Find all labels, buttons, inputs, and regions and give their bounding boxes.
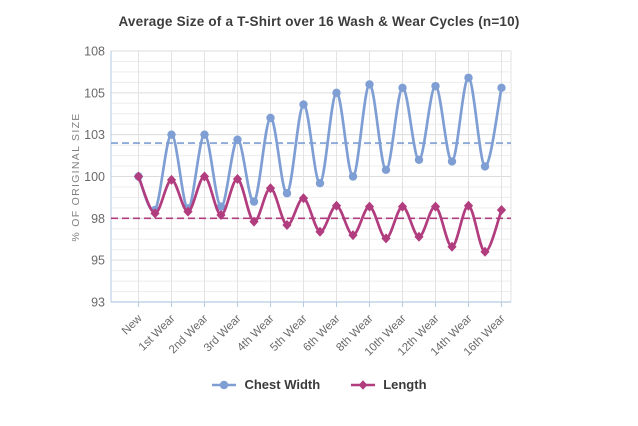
y-tick-label: 108 xyxy=(84,45,105,59)
data-point-length[interactable] xyxy=(298,193,309,204)
data-point-length[interactable] xyxy=(249,216,259,227)
data-point-length[interactable] xyxy=(348,230,358,241)
y-tick-label: 103 xyxy=(84,128,105,142)
data-point-length[interactable] xyxy=(199,171,210,182)
data-point-length[interactable] xyxy=(315,226,325,237)
data-point-chest-width[interactable] xyxy=(398,83,407,93)
chart-title: Average Size of a T-Shirt over 16 Wash &… xyxy=(118,14,520,29)
data-point-length[interactable] xyxy=(480,246,490,257)
y-tick-label: 95 xyxy=(91,254,105,268)
data-point-chest-width[interactable] xyxy=(414,155,424,164)
data-point-chest-width[interactable] xyxy=(266,113,275,123)
data-point-chest-width[interactable] xyxy=(299,100,308,109)
diamond-marker-icon xyxy=(351,379,376,390)
data-point-chest-width[interactable] xyxy=(167,130,176,139)
data-point-chest-width[interactable] xyxy=(365,80,374,89)
legend-item-chest-width[interactable]: Chest Width xyxy=(211,377,320,392)
data-point-chest-width[interactable] xyxy=(216,202,226,211)
data-point-length[interactable] xyxy=(364,201,375,212)
data-point-length[interactable] xyxy=(430,201,441,212)
series-line-chest-width xyxy=(137,76,503,213)
data-point-length[interactable] xyxy=(463,200,474,211)
data-point-chest-width[interactable] xyxy=(431,81,440,91)
data-point-chest-width[interactable] xyxy=(315,178,325,188)
legend-label: Chest Width xyxy=(244,377,321,392)
legend-label: Length xyxy=(383,377,427,392)
y-tick-label: 98 xyxy=(91,212,105,226)
data-point-length[interactable] xyxy=(447,241,457,252)
circle-marker-icon xyxy=(212,380,237,389)
data-point-length[interactable] xyxy=(414,231,424,242)
data-point-length[interactable] xyxy=(331,200,342,211)
y-tick-label: 93 xyxy=(91,296,105,310)
data-point-length[interactable] xyxy=(216,209,226,220)
data-point-chest-width[interactable] xyxy=(348,172,358,181)
data-point-chest-width[interactable] xyxy=(200,130,209,139)
data-point-length[interactable] xyxy=(133,171,144,182)
y-tick-label: 105 xyxy=(84,86,105,100)
data-point-length[interactable] xyxy=(183,206,193,217)
legend-item-length[interactable]: Length xyxy=(350,377,427,392)
legend: Chest Width Length xyxy=(0,377,638,392)
data-point-length[interactable] xyxy=(282,220,292,231)
data-point-chest-width[interactable] xyxy=(249,197,259,206)
data-point-length[interactable] xyxy=(232,174,243,185)
data-point-chest-width[interactable] xyxy=(332,88,341,98)
y-tick-label: 100 xyxy=(84,170,105,184)
x-tick-label: New xyxy=(120,312,145,337)
data-point-length[interactable] xyxy=(397,201,408,212)
data-point-chest-width[interactable] xyxy=(447,157,457,166)
data-point-length[interactable] xyxy=(381,233,391,244)
data-point-chest-width[interactable] xyxy=(480,162,490,171)
data-point-chest-width[interactable] xyxy=(497,83,506,93)
data-point-length[interactable] xyxy=(166,174,177,185)
data-point-length[interactable] xyxy=(265,183,276,194)
data-point-length[interactable] xyxy=(150,208,160,219)
data-point-chest-width[interactable] xyxy=(233,135,242,144)
data-point-chest-width[interactable] xyxy=(381,165,391,175)
data-point-chest-width[interactable] xyxy=(282,189,292,198)
data-point-length[interactable] xyxy=(496,204,507,215)
data-point-chest-width[interactable] xyxy=(464,73,473,82)
